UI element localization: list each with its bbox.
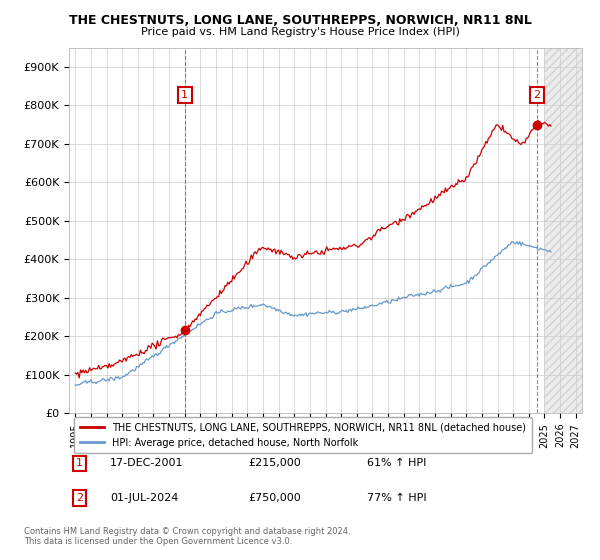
Text: THE CHESTNUTS, LONG LANE, SOUTHREPPS, NORWICH, NR11 8NL: THE CHESTNUTS, LONG LANE, SOUTHREPPS, NO…: [68, 14, 532, 27]
Text: £750,000: £750,000: [248, 493, 301, 503]
Text: 1: 1: [76, 459, 83, 469]
Text: £215,000: £215,000: [248, 459, 301, 469]
Legend: THE CHESTNUTS, LONG LANE, SOUTHREPPS, NORWICH, NR11 8NL (detached house), HPI: A: THE CHESTNUTS, LONG LANE, SOUTHREPPS, NO…: [74, 417, 532, 454]
Text: Price paid vs. HM Land Registry's House Price Index (HPI): Price paid vs. HM Land Registry's House …: [140, 27, 460, 37]
Bar: [544, 48, 582, 413]
Text: Contains HM Land Registry data © Crown copyright and database right 2024.
This d: Contains HM Land Registry data © Crown c…: [24, 526, 350, 546]
Text: 01-JUL-2024: 01-JUL-2024: [110, 493, 178, 503]
Text: 2: 2: [76, 493, 83, 503]
Text: 1: 1: [181, 90, 188, 100]
Text: 2: 2: [533, 90, 540, 100]
Text: 17-DEC-2001: 17-DEC-2001: [110, 459, 184, 469]
Text: 61% ↑ HPI: 61% ↑ HPI: [367, 459, 426, 469]
Text: 77% ↑ HPI: 77% ↑ HPI: [367, 493, 426, 503]
